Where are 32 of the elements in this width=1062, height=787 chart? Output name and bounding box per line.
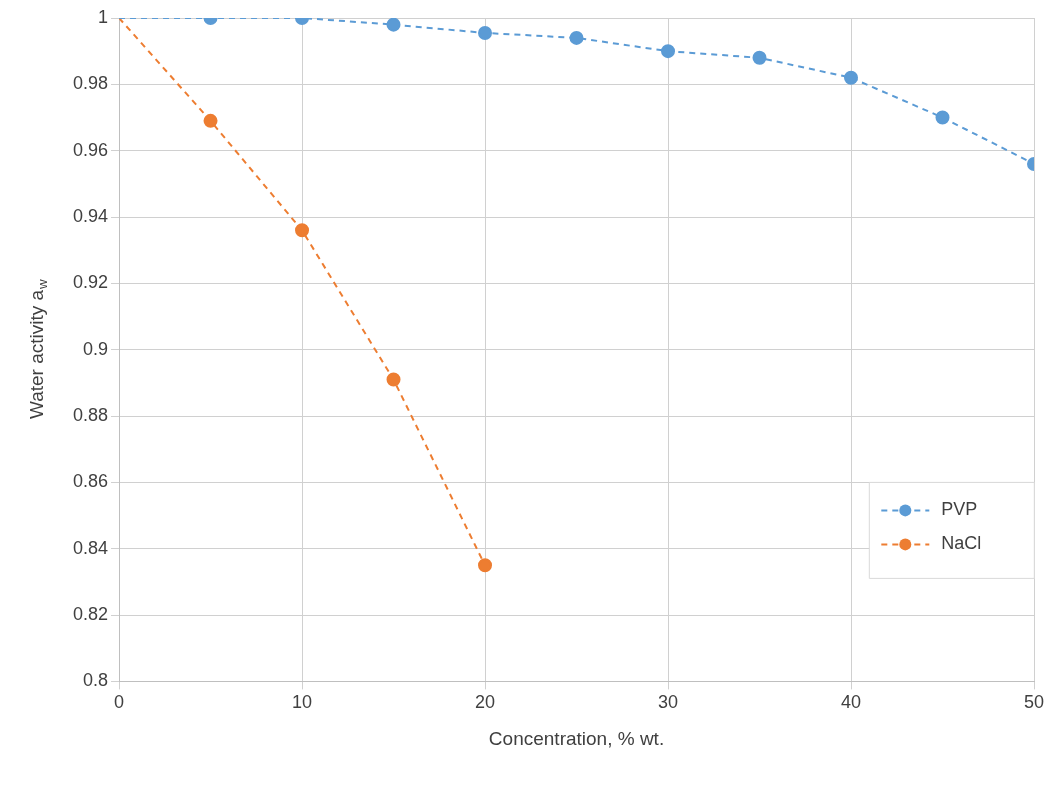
- y-tick-label: 0.88: [72, 405, 109, 426]
- y-tick-label: 0.84: [72, 537, 109, 558]
- x-axis-title: Concentration, % wt.: [488, 727, 665, 749]
- x-tick-label: 50: [1023, 692, 1045, 713]
- y-tick-label: 0.86: [72, 471, 109, 492]
- legend-label: PVP: [941, 499, 978, 520]
- y-tick-label: 1: [98, 6, 109, 27]
- y-tick-label: 0.92: [72, 272, 109, 293]
- y-tick-label: 0.82: [72, 604, 109, 625]
- point: [569, 30, 584, 45]
- x-tick-label: 30: [658, 692, 679, 713]
- y-axis-title: Water activity aw: [26, 278, 51, 420]
- point: [203, 113, 218, 128]
- y-tick-label: 0.9: [83, 338, 109, 359]
- point: [935, 110, 950, 125]
- y-tick-label: 0.98: [72, 73, 109, 94]
- y-tick-label: 0.94: [72, 205, 109, 226]
- point: [386, 372, 401, 387]
- point: [295, 223, 310, 238]
- legend-label: NaCl: [941, 533, 982, 554]
- x-tick-label: 0: [114, 692, 125, 713]
- x-tick-label: 20: [475, 692, 496, 713]
- point: [478, 558, 493, 573]
- point: [661, 44, 676, 59]
- point: [752, 50, 767, 65]
- x-tick-label: 40: [840, 692, 862, 713]
- point: [844, 70, 859, 85]
- y-tick-label: 0.8: [83, 670, 109, 691]
- point: [478, 25, 493, 40]
- y-tick-label: 0.96: [72, 139, 109, 160]
- point: [386, 18, 401, 32]
- x-tick-label: 10: [292, 692, 313, 713]
